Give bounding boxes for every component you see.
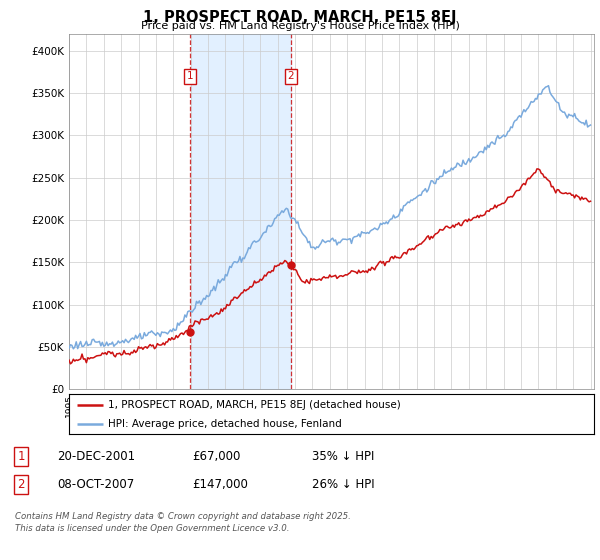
Text: 35% ↓ HPI: 35% ↓ HPI [312, 450, 374, 463]
Text: Contains HM Land Registry data © Crown copyright and database right 2025.
This d: Contains HM Land Registry data © Crown c… [15, 512, 351, 533]
Text: 1: 1 [187, 71, 193, 81]
Text: Price paid vs. HM Land Registry's House Price Index (HPI): Price paid vs. HM Land Registry's House … [140, 21, 460, 31]
Text: 1, PROSPECT ROAD, MARCH, PE15 8EJ (detached house): 1, PROSPECT ROAD, MARCH, PE15 8EJ (detac… [109, 400, 401, 410]
Text: 20-DEC-2001: 20-DEC-2001 [57, 450, 135, 463]
Text: 08-OCT-2007: 08-OCT-2007 [57, 478, 134, 491]
Text: 26% ↓ HPI: 26% ↓ HPI [312, 478, 374, 491]
Text: HPI: Average price, detached house, Fenland: HPI: Average price, detached house, Fenl… [109, 419, 342, 429]
Text: 1: 1 [17, 450, 25, 463]
Text: 1, PROSPECT ROAD, MARCH, PE15 8EJ: 1, PROSPECT ROAD, MARCH, PE15 8EJ [143, 10, 457, 25]
Text: 2: 2 [17, 478, 25, 491]
Text: 2: 2 [287, 71, 295, 81]
Text: £147,000: £147,000 [192, 478, 248, 491]
Text: £67,000: £67,000 [192, 450, 241, 463]
